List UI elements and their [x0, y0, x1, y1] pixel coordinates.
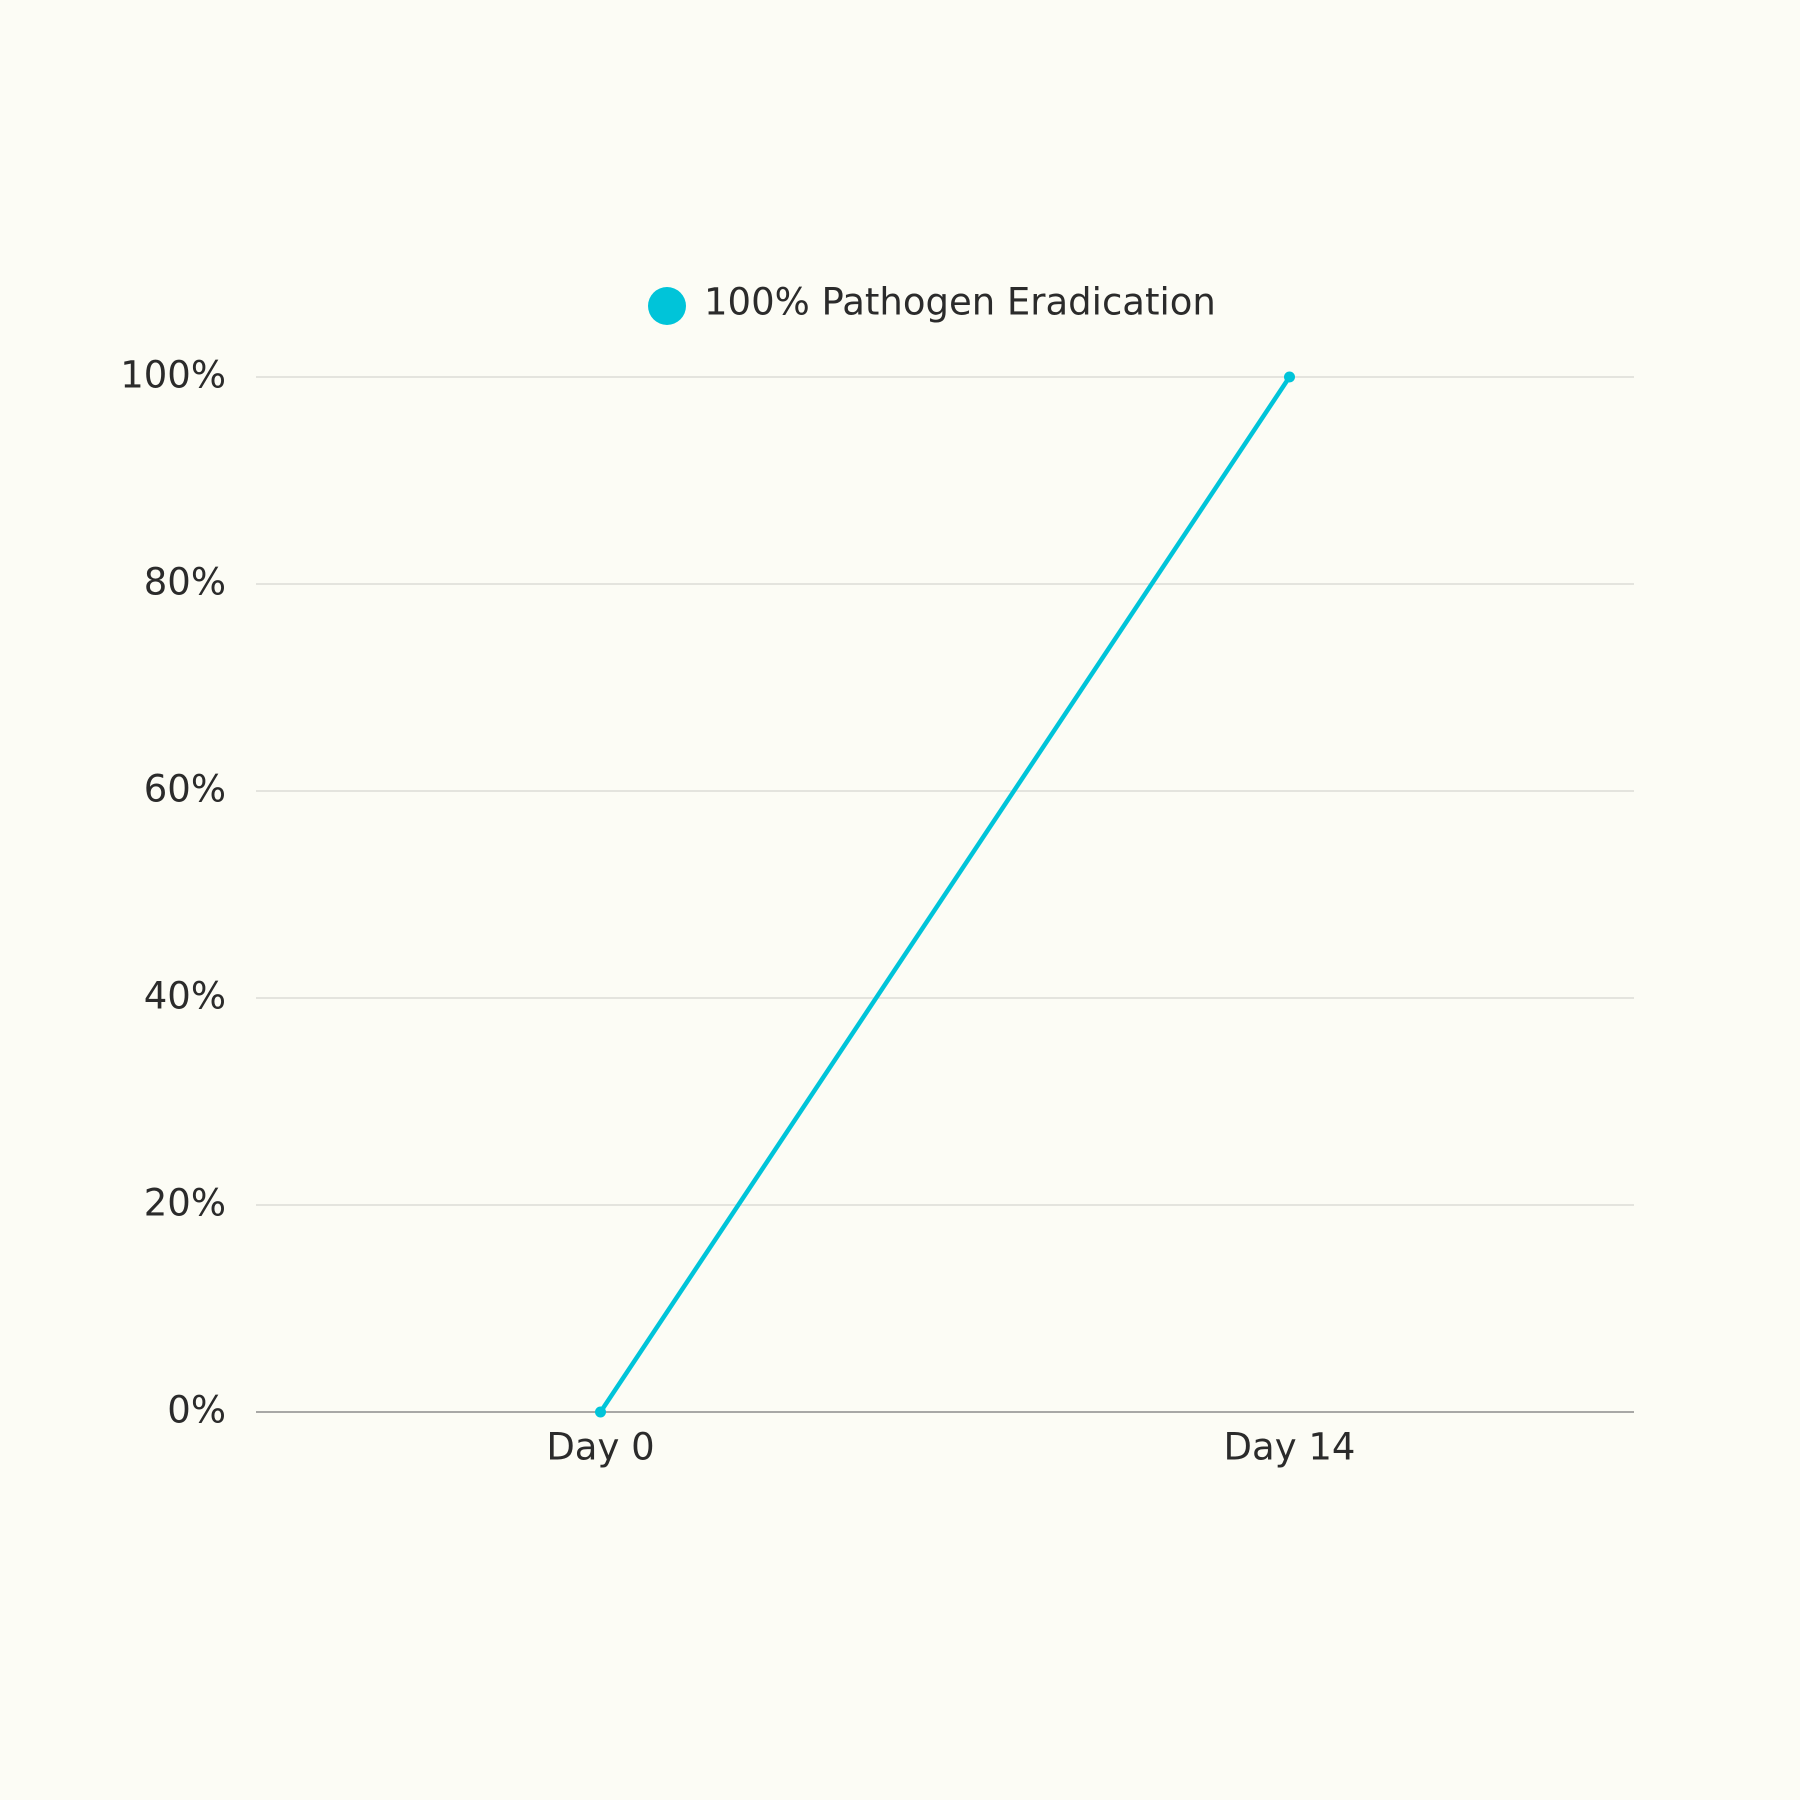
- y-tick-label: 0%: [167, 1389, 226, 1432]
- point: [595, 1406, 606, 1418]
- x-tick-label: Day 14: [1224, 1426, 1356, 1469]
- x-tick-label: Day 0: [546, 1426, 654, 1469]
- point: [1284, 371, 1295, 383]
- y-tick-label: 40%: [144, 975, 226, 1018]
- y-tick-label: 100%: [120, 354, 226, 397]
- legend-label: 100% Pathogen Eradication: [704, 281, 1216, 324]
- y-tick-label: 20%: [144, 1182, 226, 1225]
- y-tick-label: 80%: [144, 561, 226, 604]
- y-tick-label: 60%: [144, 768, 226, 811]
- legend-marker: [648, 287, 686, 325]
- line: [598, 375, 1292, 1414]
